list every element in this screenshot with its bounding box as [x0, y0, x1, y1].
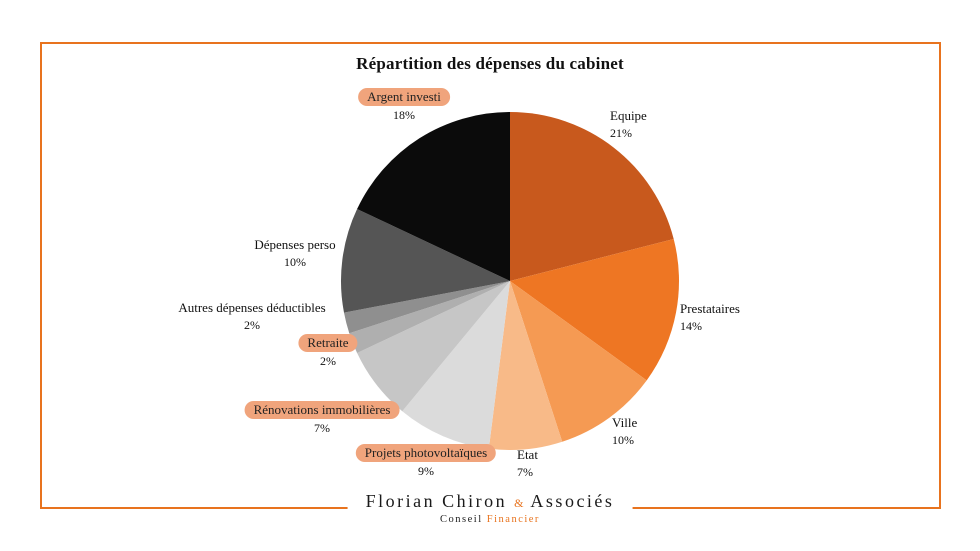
brand-name-suffix: Associés: [530, 491, 615, 511]
pie-slice-equipe: [510, 112, 674, 281]
pie-slice-ville: [510, 281, 647, 442]
brand-name-main: Florian Chiron: [365, 491, 508, 511]
brand-ampersand: &: [514, 496, 525, 510]
brand-footer: Florian Chiron & Associés Conseil Financ…: [347, 489, 633, 529]
chart-title: Répartition des dépenses du cabinet: [356, 54, 624, 73]
brand-name: Florian Chiron & Associés: [366, 491, 615, 512]
pie-slice-autres-depenses-deductibles: [343, 281, 510, 334]
tagline-left: Conseil: [440, 514, 483, 525]
pie-slice-etat: [488, 281, 563, 451]
pie-slice-argent-investi: [357, 112, 510, 281]
tagline-right: Financier: [486, 514, 540, 525]
brand-tagline: Conseil Financier: [366, 514, 615, 525]
pie-slice-retraite: [349, 281, 510, 353]
pie-slice-depenses-perso: [340, 209, 510, 313]
pie-slice-prestataires: [510, 238, 679, 381]
pie-slice-renovations-immobilieres: [357, 281, 510, 412]
pie-slice-projets-photovoltaiques: [402, 281, 510, 449]
